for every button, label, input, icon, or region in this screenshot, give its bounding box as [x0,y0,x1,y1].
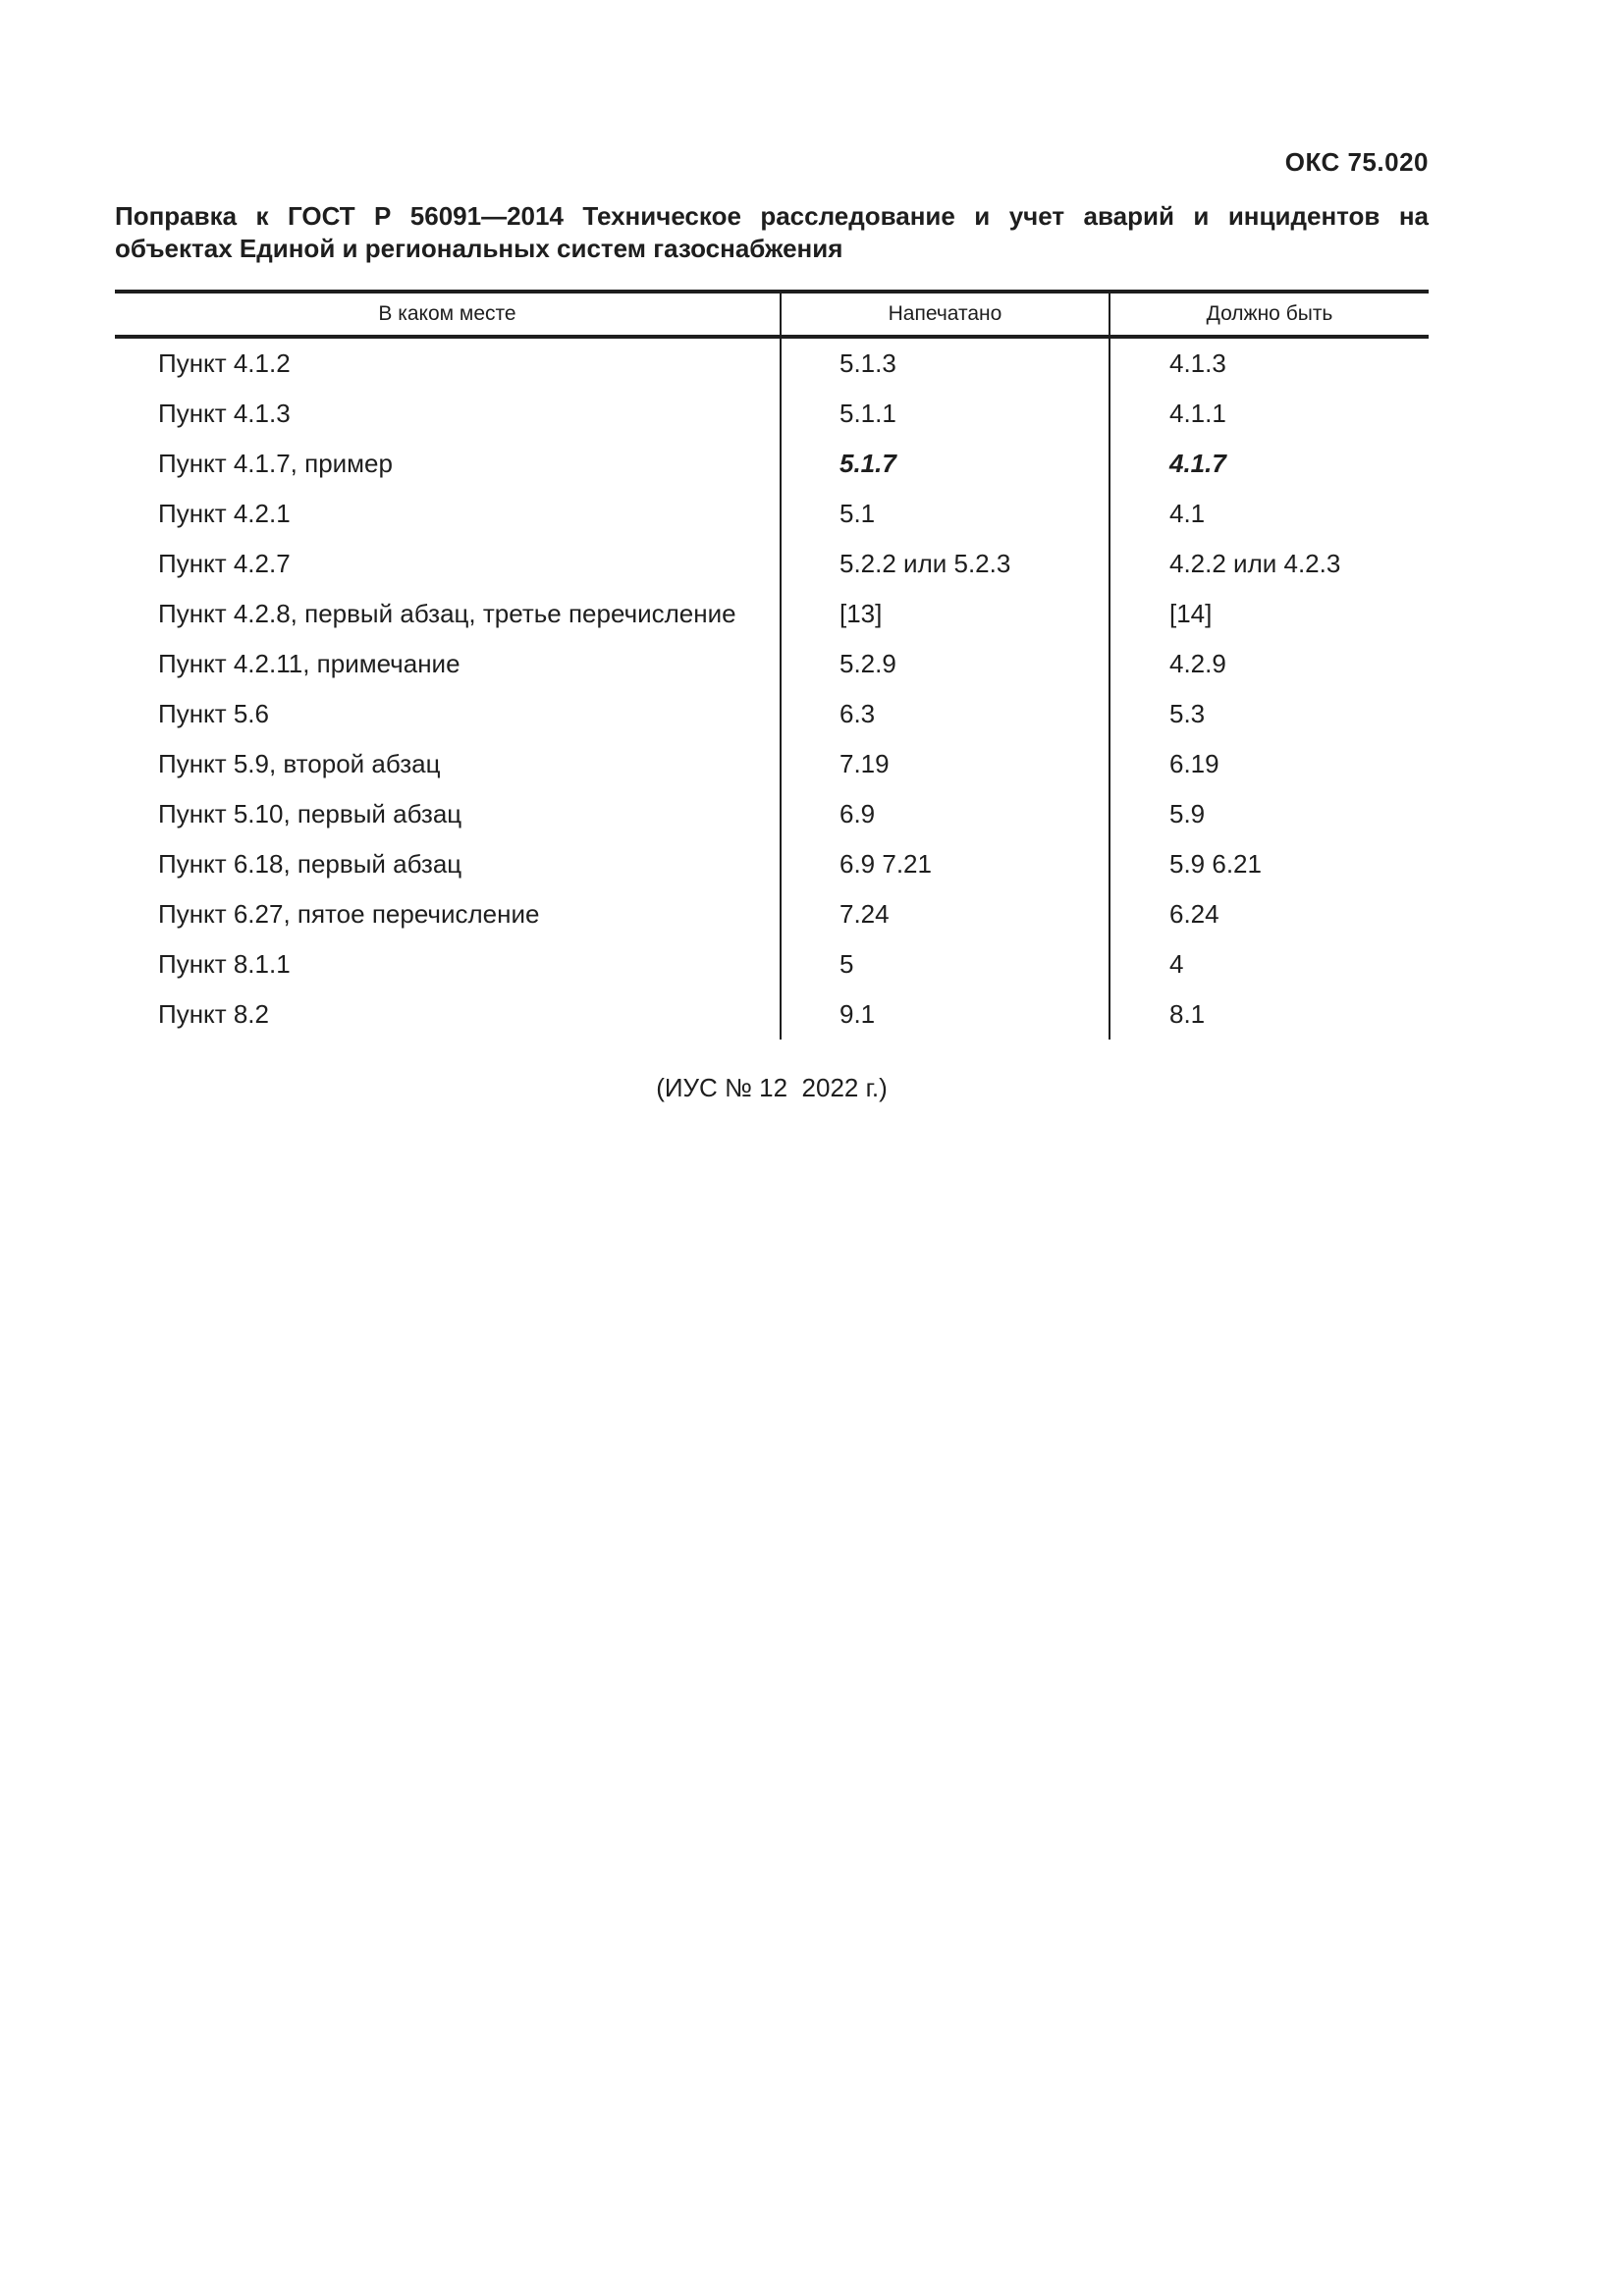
cell-place: Пункт 4.2.1 [158,499,291,528]
cell-place: Пункт 8.1.1 [158,949,291,979]
cell-printed: 7.24 [780,889,1109,939]
cell-place: Пункт 4.1.7, пример [158,449,393,478]
cell-should-be: 5.9 [1109,789,1429,839]
cell-place: Пункт 4.2.11, примечание [158,649,460,678]
cell-should-be: 4.1 [1109,489,1429,539]
table-row: Пункт 8.2 9.1 8.1 [115,989,1429,1040]
cell-place: Пункт 4.2.8, первый абзац, третье перечи… [158,599,736,628]
cell-place: Пункт 4.1.2 [158,348,291,378]
cell-printed: 5.1.3 [780,339,1109,389]
table-row: Пункт 6.18, первый абзац 6.9 7.21 5.9 6.… [115,839,1429,889]
cell-should-be: 4 [1109,939,1429,989]
column-header-should-be: Должно быть [1109,294,1429,335]
cell-should-be: 4.2.9 [1109,639,1429,689]
cell-place: Пункт 5.6 [158,699,269,728]
cell-should-be: 4.2.2 или 4.2.3 [1109,539,1429,589]
table-row: Пункт 4.1.2 5.1.3 4.1.3 [115,339,1429,389]
cell-printed: 5.1 [780,489,1109,539]
cell-place: Пункт 5.9, второй абзац [158,749,441,778]
table-header-row: В каком месте Напечатано Должно быть [115,294,1429,339]
cell-printed: 5.2.9 [780,639,1109,689]
cell-printed: 6.9 [780,789,1109,839]
cell-should-be: 5.9 6.21 [1109,839,1429,889]
cell-printed: 6.3 [780,689,1109,739]
oks-classification-code: ОКС 75.020 [1284,147,1429,177]
cell-printed: 6.9 7.21 [780,839,1109,889]
table-row: Пункт 5.10, первый абзац 6.9 5.9 [115,789,1429,839]
table-row: Пункт 8.1.1 5 4 [115,939,1429,989]
cell-place: Пункт 4.2.7 [158,549,291,578]
correction-table: В каком месте Напечатано Должно быть Пун… [115,290,1429,1040]
cell-printed: [13] [780,589,1109,639]
cell-should-be: 5.3 [1109,689,1429,739]
cell-printed: 9.1 [780,989,1109,1040]
table-row: Пункт 4.2.7 5.2.2 или 5.2.3 4.2.2 или 4.… [115,539,1429,589]
document-page: ОКС 75.020 Поправка к ГОСТ Р 56091—2014 … [115,0,1429,1102]
cell-printed: 5.1.7 [780,439,1109,489]
cell-should-be: 6.19 [1109,739,1429,789]
cell-place: Пункт 6.27, пятое перечисление [158,899,540,929]
table-row: Пункт 4.2.8, первый абзац, третье перечи… [115,589,1429,639]
cell-printed: 5.1.1 [780,389,1109,439]
document-title: Поправка к ГОСТ Р 56091—2014 Техническое… [115,200,1429,265]
document-title-line-2: объектах Единой и региональных систем га… [115,234,843,263]
cell-place: Пункт 6.18, первый абзац [158,849,462,879]
cell-should-be: 4.1.3 [1109,339,1429,389]
cell-printed: 7.19 [780,739,1109,789]
ius-issue-note: (ИУС № 12 2022 г.) [656,1073,888,1102]
table-row: Пункт 5.9, второй абзац 7.19 6.19 [115,739,1429,789]
cell-place: Пункт 4.1.3 [158,399,291,428]
cell-should-be: 8.1 [1109,989,1429,1040]
table-row: Пункт 6.27, пятое перечисление 7.24 6.24 [115,889,1429,939]
cell-should-be: 4.1.7 [1109,439,1429,489]
table-row: Пункт 4.1.7, пример 5.1.7 4.1.7 [115,439,1429,489]
cell-printed: 5.2.2 или 5.2.3 [780,539,1109,589]
cell-printed: 5 [780,939,1109,989]
document-title-line-1: Поправка к ГОСТ Р 56091—2014 Техническое… [115,201,1429,231]
cell-should-be: [14] [1109,589,1429,639]
column-header-printed: Напечатано [780,294,1109,335]
table-row: Пункт 5.6 6.3 5.3 [115,689,1429,739]
cell-should-be: 6.24 [1109,889,1429,939]
cell-place: Пункт 8.2 [158,999,269,1029]
table-row: Пункт 4.1.3 5.1.1 4.1.1 [115,389,1429,439]
table-row: Пункт 4.2.1 5.1 4.1 [115,489,1429,539]
table-body: Пункт 4.1.2 5.1.3 4.1.3 Пункт 4.1.3 5.1.… [115,339,1429,1040]
cell-should-be: 4.1.1 [1109,389,1429,439]
column-header-place: В каком месте [378,302,516,325]
cell-place: Пункт 5.10, первый абзац [158,799,462,828]
table-row: Пункт 4.2.11, примечание 5.2.9 4.2.9 [115,639,1429,689]
